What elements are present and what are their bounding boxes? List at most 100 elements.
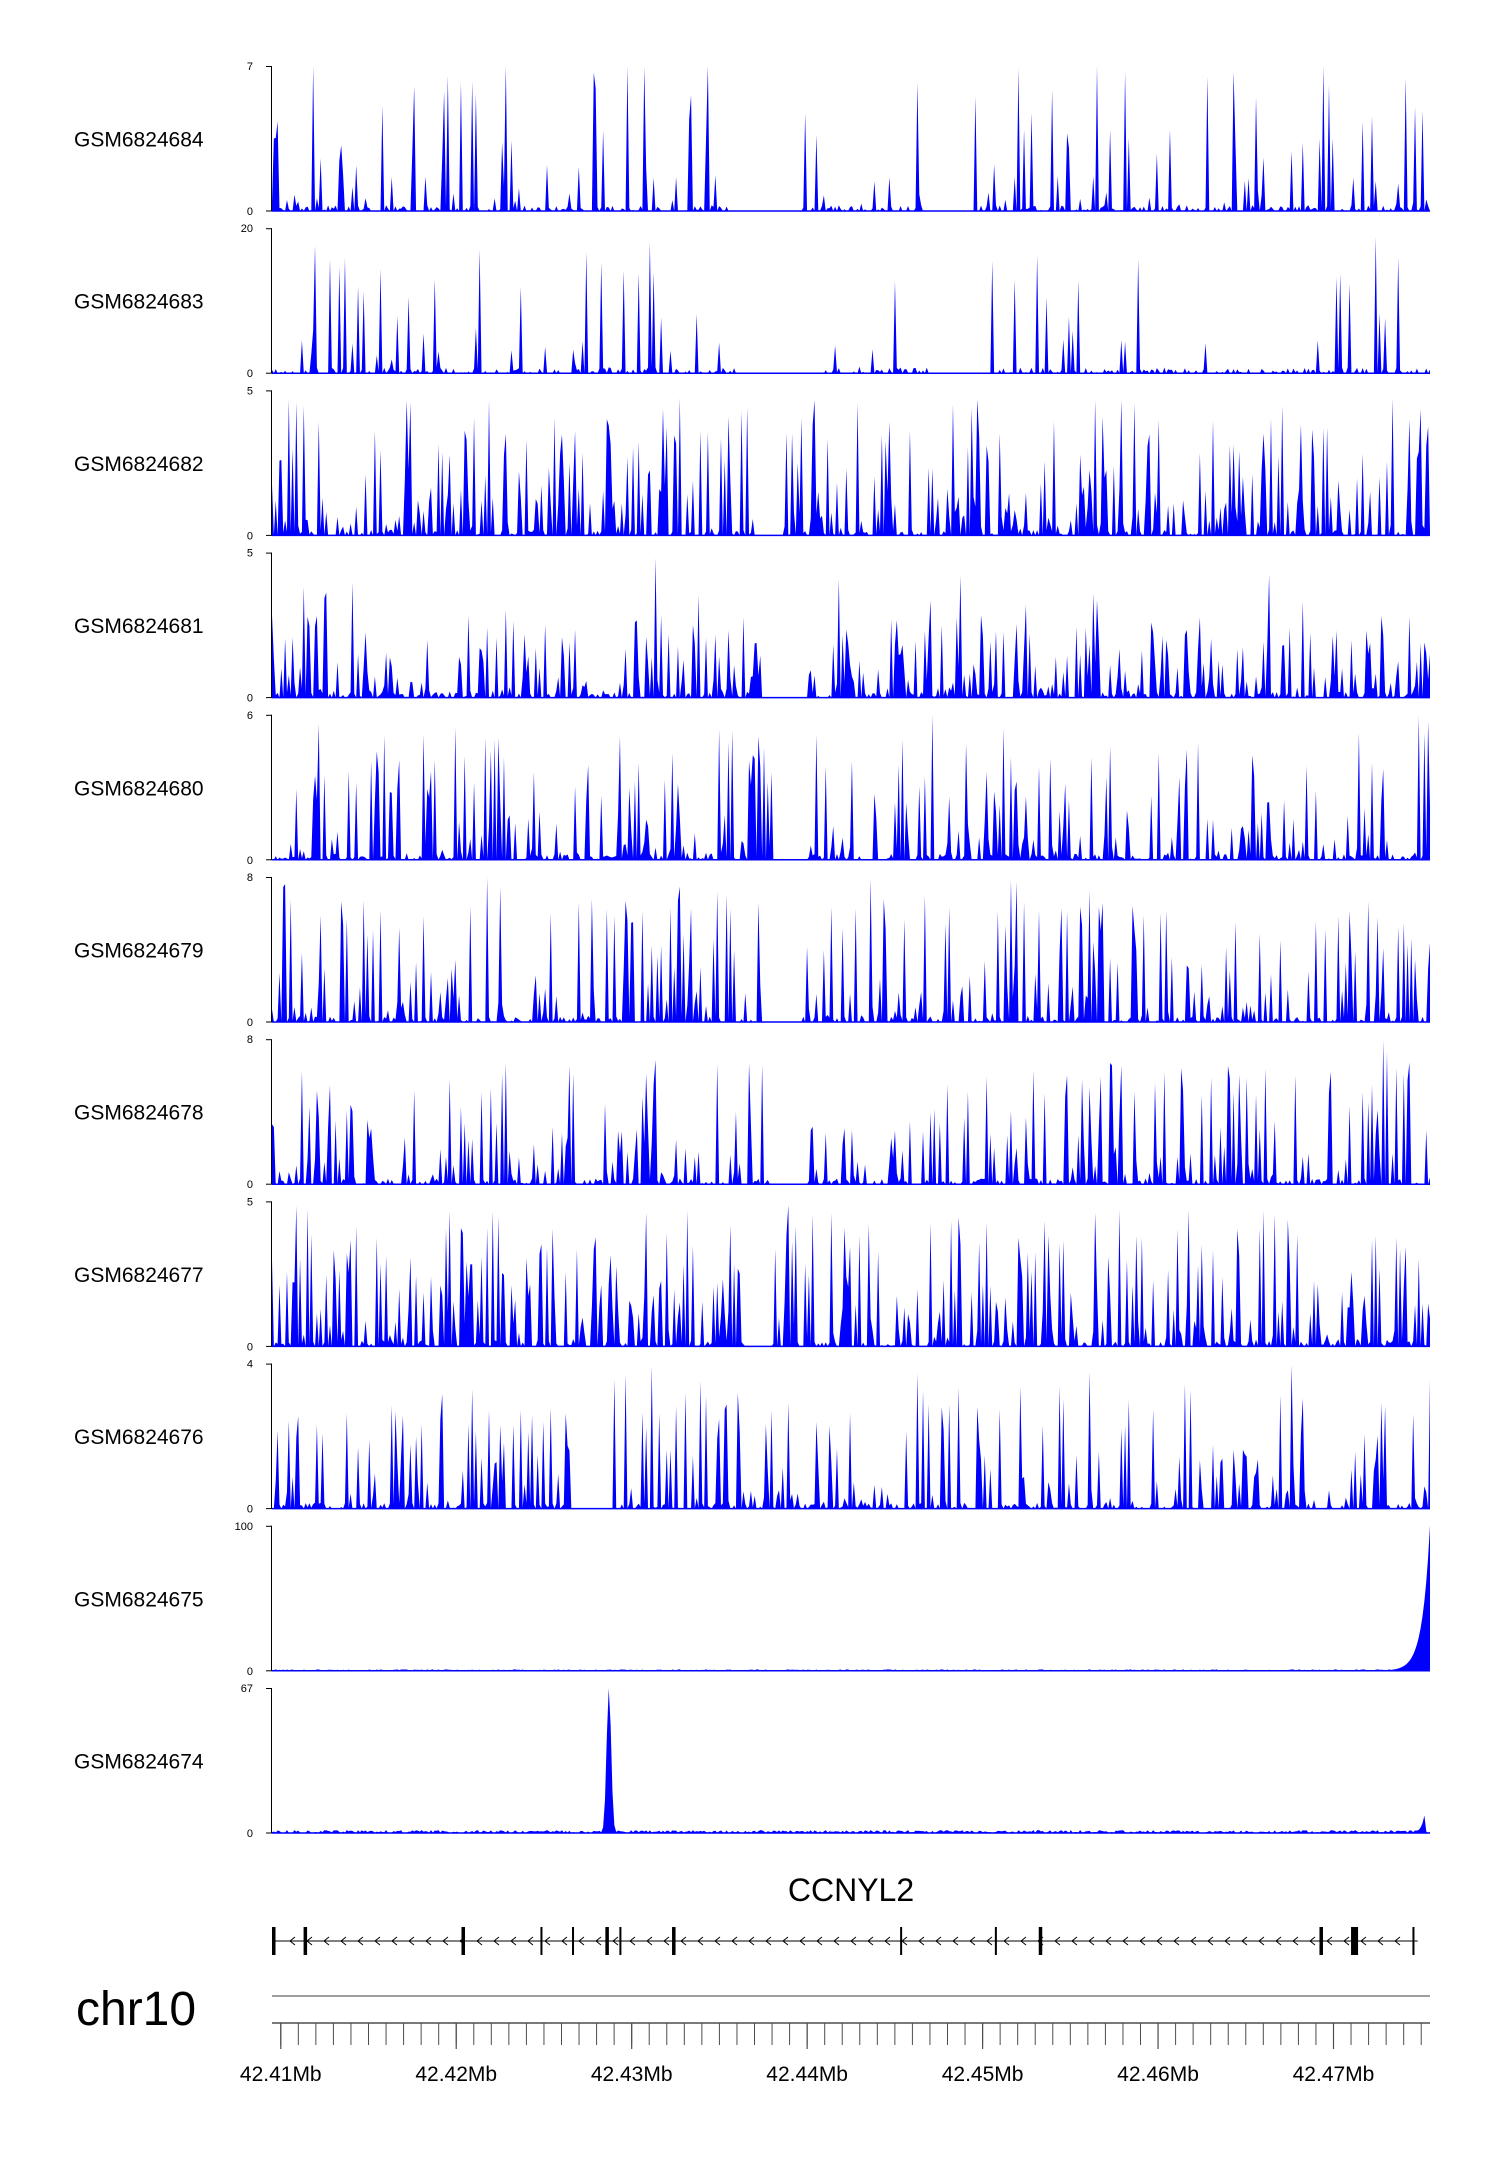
y-axis-max-label: 5 [247, 1196, 253, 1208]
y-axis-min-label: 0 [247, 206, 253, 218]
track-GSM6824680: GSM6824680 6 0 [74, 710, 1430, 867]
track-GSM6824678: GSM6824678 8 0 [74, 1034, 1430, 1191]
strand-arrow [425, 1936, 432, 1946]
strand-arrow [646, 1936, 653, 1946]
strand-arrow [680, 1936, 687, 1946]
gene-exon [900, 1927, 903, 1955]
y-axis-min-label: 0 [247, 1828, 253, 1840]
strand-arrow [578, 1936, 585, 1946]
x-axis-tick-label: 42.46Mb [1117, 2063, 1199, 2086]
coverage-area [272, 557, 1430, 698]
y-axis-max-label: 8 [247, 872, 253, 884]
strand-arrow [833, 1936, 840, 1946]
track-label: GSM6824675 [74, 1588, 204, 1611]
x-axis-tick-label: 42.45Mb [942, 2063, 1024, 2086]
x-axis-tick-label: 42.42Mb [415, 2063, 497, 2086]
y-axis-min-label: 0 [247, 693, 253, 705]
strand-arrow [408, 1936, 415, 1946]
coverage-area [272, 66, 1430, 211]
strand-arrow [1190, 1936, 1197, 1946]
coverage-area [272, 1205, 1430, 1347]
gene-exon [994, 1927, 997, 1955]
strand-arrow [544, 1936, 551, 1946]
strand-arrow [969, 1936, 976, 1946]
strand-arrow [799, 1936, 806, 1946]
strand-arrow [493, 1936, 500, 1946]
gene-name-label: CCNYL2 [788, 1872, 914, 1908]
strand-arrow [1360, 1936, 1367, 1946]
gene-exon [461, 1927, 465, 1955]
strand-arrow [1003, 1936, 1010, 1946]
track-GSM6824681: GSM6824681 5 0 [74, 548, 1430, 705]
strand-arrow [1088, 1936, 1095, 1946]
strand-arrow [952, 1936, 959, 1946]
y-axis-max-label: 6 [247, 710, 253, 722]
y-axis-min-label: 0 [247, 1017, 253, 1029]
strand-arrow [1122, 1936, 1129, 1946]
track-GSM6824676: GSM6824676 4 0 [74, 1359, 1430, 1516]
x-axis-tick-label: 42.43Mb [591, 2063, 673, 2086]
track-label: GSM6824679 [74, 940, 204, 963]
strand-arrow [323, 1936, 330, 1946]
y-axis-min-label: 0 [247, 530, 253, 542]
strand-arrow [935, 1936, 942, 1946]
strand-arrow [1258, 1936, 1265, 1946]
gene-exon [1319, 1927, 1323, 1955]
strand-arrow [1343, 1936, 1350, 1946]
coverage-area [272, 1525, 1430, 1671]
strand-arrow [918, 1936, 925, 1946]
coverage-area [272, 236, 1430, 374]
y-axis-min-label: 0 [247, 855, 253, 867]
gene-exon [272, 1927, 276, 1955]
strand-arrow [1326, 1936, 1333, 1946]
strand-arrow [1156, 1936, 1163, 1946]
strand-arrow [374, 1936, 381, 1946]
track-label: GSM6824677 [74, 1264, 204, 1287]
track-GSM6824683: GSM6824683 20 0 [74, 223, 1430, 380]
coverage-area [272, 397, 1430, 536]
strand-arrow [442, 1936, 449, 1946]
y-axis-max-label: 7 [247, 61, 253, 73]
strand-arrow [782, 1936, 789, 1946]
coverage-area [272, 1364, 1430, 1509]
strand-arrow [1309, 1936, 1316, 1946]
strand-arrow [1241, 1936, 1248, 1946]
track-label: GSM6824681 [74, 615, 204, 638]
coverage-area [272, 877, 1430, 1022]
track-label: GSM6824684 [74, 129, 204, 152]
strand-arrow [1377, 1936, 1384, 1946]
strand-arrow [510, 1936, 517, 1946]
y-axis-min-label: 0 [247, 1341, 253, 1353]
strand-arrow [612, 1936, 619, 1946]
strand-arrow [1020, 1936, 1027, 1946]
track-label: GSM6824676 [74, 1426, 204, 1449]
coverage-area [272, 1688, 1430, 1833]
gene-exon [605, 1927, 609, 1955]
x-axis-tick-label: 42.41Mb [240, 2063, 322, 2086]
gene-exon [1038, 1927, 1043, 1955]
strand-arrow [1224, 1936, 1231, 1946]
track-label: GSM6824680 [74, 777, 204, 800]
coverage-area [272, 714, 1430, 860]
y-axis-max-label: 100 [235, 1521, 253, 1533]
strand-arrow [1054, 1936, 1061, 1946]
x-axis-tick-label: 42.47Mb [1293, 2063, 1375, 2086]
y-axis-min-label: 0 [247, 368, 253, 380]
track-GSM6824682: GSM6824682 5 0 [74, 385, 1430, 542]
strand-arrow [357, 1936, 364, 1946]
gene-exon [540, 1927, 543, 1955]
strand-arrow [1139, 1936, 1146, 1946]
y-axis-max-label: 4 [247, 1359, 253, 1371]
strand-arrow [816, 1936, 823, 1946]
strand-arrow [765, 1936, 772, 1946]
genome-axis: chr10 42.41Mb 42.42Mb 42.43Mb 42.44Mb 42.45Mb… [76, 1983, 1430, 2086]
gene-exon [672, 1927, 676, 1955]
track-GSM6824675: GSM6824675 100 0 [74, 1521, 1430, 1678]
strand-arrow [1292, 1936, 1299, 1946]
gene-exon [619, 1927, 622, 1955]
chromosome-label: chr10 [76, 1983, 196, 2036]
track-label: GSM6824678 [74, 1102, 204, 1125]
strand-arrow [663, 1936, 670, 1946]
strand-arrow [867, 1936, 874, 1946]
